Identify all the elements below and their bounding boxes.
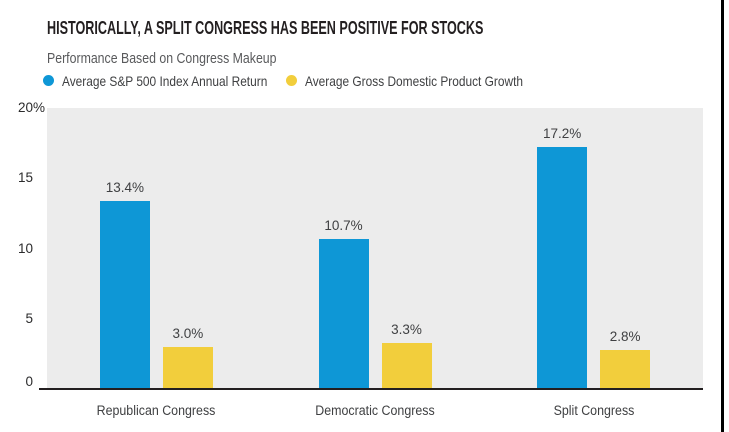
y-axis-tick-label: 15: [17, 170, 33, 186]
bar-gdp: [162, 346, 213, 389]
x-axis-line: [39, 388, 703, 390]
chart-subtitle: Performance Based on Congress Makeup: [47, 51, 277, 67]
bar-value-label: 3.0%: [172, 325, 204, 341]
bar-value-label: 13.4%: [105, 179, 144, 195]
bar-sp500: [537, 147, 588, 389]
y-axis-tick-label: 10: [17, 240, 33, 256]
x-axis-category-label: Democratic Congress: [315, 403, 435, 418]
bar-value-label: 2.8%: [609, 328, 641, 344]
bar-value-label: 3.3%: [391, 321, 422, 337]
bar-value-label: 10.7%: [324, 217, 363, 233]
legend-label-sp500: Average S&P 500 Index Annual Return: [62, 72, 268, 89]
legend-item-sp500: Average S&P 500 Index Annual Return: [43, 72, 304, 89]
bar-gdp: [600, 349, 651, 389]
bar-sp500: [99, 200, 150, 389]
y-axis-tick-label: 20%: [17, 100, 46, 115]
bar-value-label: 17.2%: [543, 126, 582, 142]
right-border-rule: [721, 0, 724, 432]
legend-label-gdp: Average Gross Domestic Product Growth: [305, 72, 524, 89]
chart-title: HISTORICALLY, A SPLIT CONGRESS HAS BEEN …: [47, 18, 484, 38]
legend-marker-gdp-icon: [286, 75, 297, 86]
plot-area: [47, 108, 703, 388]
y-axis-tick-label: 0: [25, 374, 33, 389]
x-axis-category-label: Republican Congress: [96, 403, 216, 418]
bar-gdp: [381, 342, 432, 389]
x-axis-category-label: Split Congress: [553, 403, 635, 418]
bar-sp500: [318, 238, 369, 389]
y-axis-unit-label: %: [33, 100, 46, 115]
legend-marker-sp500-icon: [43, 75, 54, 86]
y-axis-tick-label: 5: [25, 310, 33, 326]
legend-item-gdp: Average Gross Domestic Product Growth: [286, 72, 562, 89]
